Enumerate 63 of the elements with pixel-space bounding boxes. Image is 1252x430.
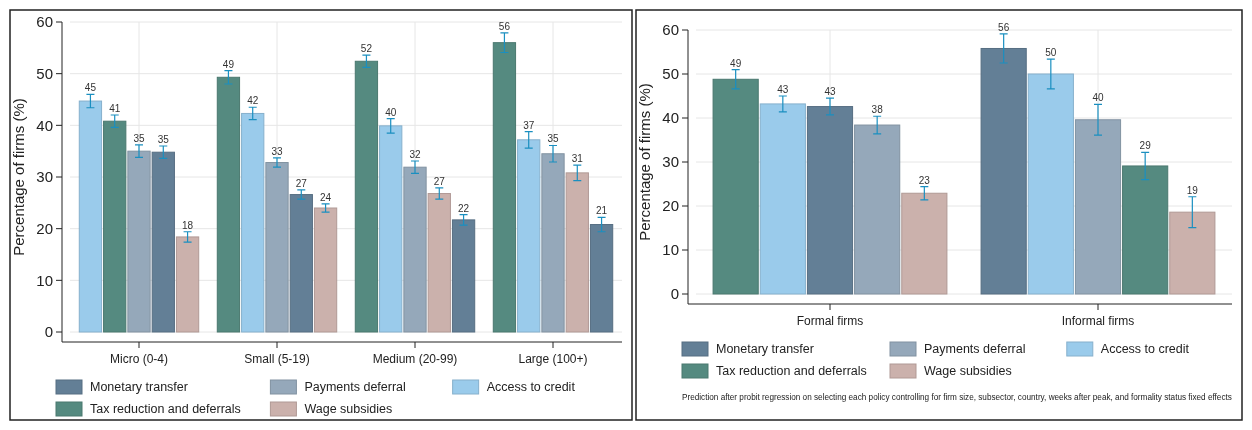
data-label: 52 (360, 43, 373, 55)
data-label: 41 (109, 103, 121, 114)
y-tick-label: 20 (36, 219, 53, 237)
data-label: 29 (1139, 140, 1152, 152)
text: Prediction after probit regression on selecting each policy controlling for firm size, subsector, country, weeks after peak, and formality status fixed effects (682, 393, 1232, 402)
data-label: 35 (157, 134, 170, 145)
data-label: 49 (730, 57, 742, 69)
data-label: 23 (918, 174, 931, 186)
y-tick-label: 30 (662, 153, 679, 171)
legend-label: Tax reduction and deferrals (90, 402, 241, 416)
y-tick-label: 0 (44, 323, 53, 341)
data-label: 27 (295, 177, 308, 189)
x-tick-label: Informal firms (1061, 314, 1135, 328)
data-label: 31 (571, 153, 584, 165)
legend-label: Access to credit (486, 380, 576, 394)
data-label: 19 (1186, 184, 1199, 196)
x-tick-label: Small (5-19) (244, 352, 310, 366)
data-label: 35 (133, 132, 145, 144)
data-label: 32 (409, 148, 421, 160)
y-tick-label: 10 (662, 241, 679, 259)
legend-label: Wage subsidies (304, 402, 393, 416)
data-label: 35 (547, 133, 559, 145)
data-label: 43 (777, 84, 789, 95)
data-label: 21 (596, 205, 608, 217)
legend-label: Monetary transfer (716, 342, 814, 356)
data-label: 56 (998, 21, 1010, 33)
data-label: 40 (385, 106, 397, 118)
y-tick-label: 40 (36, 116, 53, 134)
data-label: 27 (433, 175, 446, 187)
data-label: 45 (84, 82, 97, 94)
y-axis-title: Percentage of firms (%) (636, 83, 653, 241)
data-label: 43 (824, 86, 836, 98)
data-label: 50 (1045, 47, 1057, 59)
data-label: 18 (182, 219, 194, 231)
data-label: 56 (498, 20, 511, 32)
legend-label: Payments deferral (924, 342, 1026, 356)
data-label: 24 (320, 191, 332, 203)
data-label: 42 (247, 95, 259, 107)
x-tick-label: Large (100+) (518, 352, 588, 366)
data-label: 37 (523, 119, 535, 131)
data-label: 38 (871, 104, 884, 116)
legend-label: Monetary transfer (90, 380, 188, 394)
y-tick-label: 60 (36, 13, 53, 31)
data-label: 33 (271, 145, 283, 157)
data-label: 22 (458, 202, 470, 214)
y-tick-label: 20 (662, 197, 679, 215)
y-tick-label: 30 (36, 168, 53, 186)
y-tick-label: 60 (662, 21, 679, 39)
y-tick-label: 10 (36, 271, 53, 289)
y-tick-label: 0 (670, 285, 679, 303)
y-tick-label: 40 (662, 109, 679, 127)
x-tick-label: Micro (0-4) (109, 352, 169, 366)
data-label: 40 (1092, 92, 1104, 104)
data-label: 49 (222, 58, 235, 70)
x-tick-label: Medium (20-99) (372, 352, 458, 366)
y-tick-label: 50 (662, 65, 679, 83)
legend-label: Wage subsidies (924, 364, 1012, 378)
y-tick-label: 50 (36, 64, 53, 82)
legend-label: Access to credit (1100, 342, 1190, 356)
legend-label: Payments deferral (304, 380, 406, 394)
legend-label: Tax reduction and deferrals (716, 364, 867, 378)
y-axis-title: Percentage of firms (%) (10, 98, 27, 256)
x-tick-label: Formal firms (796, 314, 864, 328)
